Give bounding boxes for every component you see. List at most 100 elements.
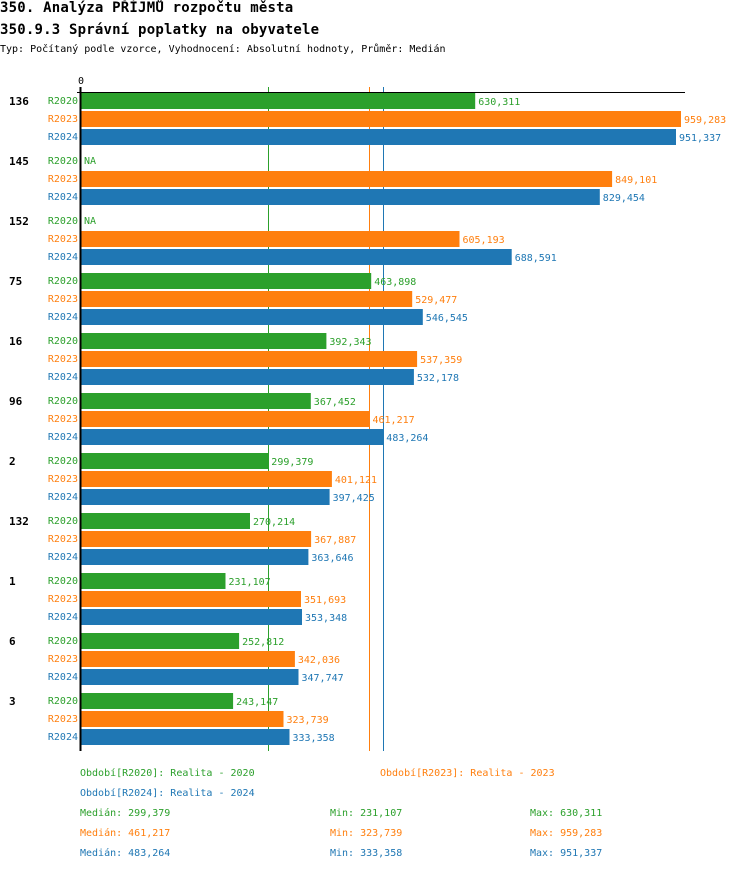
- series-label: R2024: [48, 612, 78, 623]
- series-label: R2024: [48, 732, 78, 743]
- value-label: 333,358: [293, 733, 335, 744]
- stat-median-r2020: Medián: 299,379: [80, 808, 171, 819]
- value-label: 299,379: [271, 457, 313, 468]
- value-label: 537,359: [420, 355, 462, 366]
- bar: [81, 333, 327, 349]
- stat-min-r2020: Min: 231,107: [330, 808, 403, 819]
- value-label: 630,311: [478, 97, 520, 108]
- series-label: R2023: [48, 294, 78, 305]
- value-label: 401,121: [335, 475, 377, 486]
- series-label: R2020: [48, 696, 78, 707]
- series-label: R2020: [48, 576, 78, 587]
- series-label: R2023: [48, 174, 78, 185]
- category-label: 3: [9, 695, 16, 708]
- bar: [81, 129, 676, 145]
- category-label: 145: [9, 155, 29, 168]
- value-label: 397,425: [333, 493, 375, 504]
- value-label: 688,591: [515, 253, 557, 264]
- value-label: 461,217: [373, 415, 415, 426]
- stat-max-r2023: Max: 959,283: [530, 828, 603, 839]
- series-label: R2023: [48, 714, 78, 725]
- series-label: R2020: [48, 636, 78, 647]
- series-label: R2023: [48, 114, 78, 125]
- series-label: R2023: [48, 414, 78, 425]
- value-label: 353,348: [305, 613, 347, 624]
- value-label: 392,343: [329, 337, 371, 348]
- series-label: R2024: [48, 132, 78, 143]
- value-label: 367,452: [314, 397, 356, 408]
- value-label: 463,898: [374, 277, 416, 288]
- bar: [81, 591, 301, 607]
- value-label: 546,545: [426, 313, 468, 324]
- series-label: R2020: [48, 216, 78, 227]
- bar: [81, 633, 240, 649]
- bar: [81, 549, 309, 565]
- value-label: 959,283: [684, 115, 726, 126]
- value-label: 951,337: [679, 133, 721, 144]
- value-label: 367,887: [314, 535, 356, 546]
- series-label: R2023: [48, 654, 78, 665]
- series-label: R2020: [48, 396, 78, 407]
- bar: [81, 573, 226, 589]
- bar: [81, 693, 234, 709]
- stat-median-r2024: Medián: 483,264: [80, 848, 171, 859]
- category-label: 6: [9, 635, 16, 648]
- series-label: R2024: [48, 432, 78, 443]
- category-label: 152: [9, 215, 29, 228]
- category-label: 2: [9, 455, 16, 468]
- stat-median-r2023: Medián: 461,217: [80, 828, 171, 839]
- category-label: 16: [9, 335, 23, 348]
- category-label: 1: [9, 575, 16, 588]
- value-label: 252,812: [242, 637, 284, 648]
- series-label: R2024: [48, 372, 78, 383]
- series-label: R2020: [48, 276, 78, 287]
- value-label: 532,178: [417, 373, 459, 384]
- value-label: 849,101: [615, 175, 657, 186]
- series-label: R2024: [48, 492, 78, 503]
- bar: [81, 231, 460, 247]
- bar: [81, 93, 476, 109]
- legend-period-r2020: Období[R2020]: Realita - 2020: [80, 768, 255, 779]
- category-label: 75: [9, 275, 22, 288]
- bar: [81, 429, 384, 445]
- category-label: 96: [9, 395, 23, 408]
- bar: [81, 453, 269, 469]
- series-label: R2024: [48, 672, 78, 683]
- value-label: 270,214: [253, 517, 295, 528]
- bar: [81, 609, 302, 625]
- series-label: R2020: [48, 156, 78, 167]
- bar: [81, 651, 295, 667]
- value-label: NA: [84, 156, 96, 167]
- bar: [81, 471, 332, 487]
- value-label: 231,107: [229, 577, 271, 588]
- bar: [81, 411, 370, 427]
- stat-min-r2024: Min: 333,358: [330, 848, 403, 859]
- value-label: 605,193: [463, 235, 505, 246]
- chart-info: Typ: Počítaný podle vzorce, Vyhodnocení:…: [0, 44, 446, 55]
- bar: [81, 513, 250, 529]
- series-label: R2020: [48, 336, 78, 347]
- bar: [81, 729, 290, 745]
- value-label: 829,454: [603, 193, 645, 204]
- stat-max-r2024: Max: 951,337: [530, 848, 603, 859]
- value-label: 363,646: [311, 553, 353, 564]
- series-label: R2023: [48, 534, 78, 545]
- chart-title: 350.9.3 Správní poplatky na obyvatele: [0, 22, 320, 38]
- series-label: R2024: [48, 192, 78, 203]
- value-label: 347,747: [302, 673, 344, 684]
- bar: [81, 369, 414, 385]
- value-label: 323,739: [287, 715, 329, 726]
- series-label: R2024: [48, 552, 78, 563]
- bar: [81, 309, 423, 325]
- x-tick-label: 0: [78, 76, 84, 87]
- bar: [81, 111, 681, 127]
- stat-min-r2023: Min: 323,739: [330, 828, 403, 839]
- series-label: R2020: [48, 96, 78, 107]
- series-label: R2024: [48, 252, 78, 263]
- value-label: NA: [84, 216, 96, 227]
- report-title: 350. Analýza PŘÍJMŮ rozpočtu města: [0, 0, 294, 16]
- bar: [81, 531, 312, 547]
- bar: [81, 189, 600, 205]
- bar: [81, 669, 299, 685]
